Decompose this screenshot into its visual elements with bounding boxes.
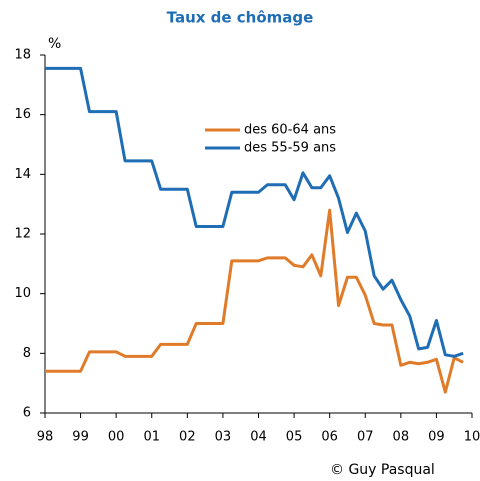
y-tick-label: 18 <box>14 48 31 63</box>
y-tick-label: 16 <box>14 107 31 122</box>
x-tick-label: 08 <box>393 430 410 445</box>
chart-title: Taux de chômage <box>167 9 314 27</box>
x-tick-label: 03 <box>215 430 232 445</box>
x-tick-label: 09 <box>428 430 445 445</box>
y-axis-label: % <box>48 36 61 52</box>
x-tick-label: 07 <box>357 430 374 445</box>
x-tick-label: 00 <box>108 430 125 445</box>
data-line <box>45 66 464 358</box>
x-tick-label: 98 <box>37 430 54 445</box>
x-tick-label: 10 <box>464 430 480 445</box>
legend-label: des 55-59 ans <box>244 141 336 156</box>
x-tick-label: 05 <box>286 430 303 445</box>
x-tick-label: 02 <box>179 430 196 445</box>
x-tick-label: 01 <box>143 430 160 445</box>
y-tick-label: 12 <box>14 227 31 242</box>
y-tick-label: 8 <box>23 346 31 361</box>
legend-label: des 60-64 ans <box>244 123 336 138</box>
data-line <box>45 208 464 394</box>
x-tick-label: 99 <box>72 430 89 445</box>
y-tick-label: 10 <box>14 286 31 301</box>
footer: © Guy Pasqual <box>330 462 435 478</box>
x-tick-label: 04 <box>250 430 267 445</box>
x-tick-label: 06 <box>321 430 338 445</box>
y-tick-label: 14 <box>14 167 31 182</box>
y-tick-label: 6 <box>23 406 31 421</box>
